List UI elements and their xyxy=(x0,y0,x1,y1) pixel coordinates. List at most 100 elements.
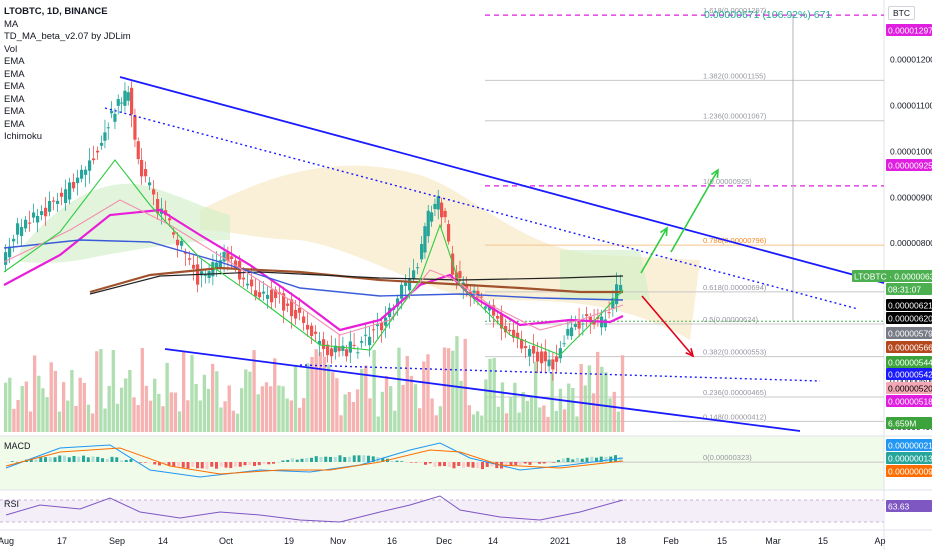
volume-bar xyxy=(326,364,331,432)
macd-histogram-bar xyxy=(58,455,62,462)
indicator-ema-1[interactable]: EMA xyxy=(4,56,25,67)
candle-body xyxy=(504,325,508,333)
macd-histogram-bar xyxy=(452,462,456,469)
candle-body xyxy=(581,323,585,325)
arrow-red-down-head xyxy=(685,348,695,358)
candle-body xyxy=(488,305,492,311)
volume-bar xyxy=(124,378,128,432)
indicator-ema-6[interactable]: EMA xyxy=(4,118,25,130)
candle-body xyxy=(566,329,570,336)
candle-body xyxy=(458,271,462,279)
indicator-td-ma[interactable]: TD_MA_beta_v2.07 by JDLim xyxy=(4,31,131,42)
macd-histogram-bar xyxy=(343,457,347,462)
time-axis-label: 16 xyxy=(387,536,397,546)
volume-bar xyxy=(103,408,107,432)
volume-bar xyxy=(620,355,625,432)
volume-bar xyxy=(504,413,509,432)
candle-body xyxy=(484,306,488,309)
candle-body xyxy=(520,338,524,349)
volume-bar xyxy=(488,358,492,432)
volume-bar xyxy=(521,392,525,432)
indicator-ema-2[interactable]: EMA xyxy=(4,68,25,80)
candle-body xyxy=(226,252,230,262)
macd-histogram-bar xyxy=(367,455,370,462)
macd-histogram-bar xyxy=(120,460,123,462)
macd-histogram-bar xyxy=(6,462,9,463)
candle-body xyxy=(290,299,294,317)
macd-histogram-bar xyxy=(129,459,133,462)
indicator-vol[interactable]: Vol xyxy=(4,43,18,55)
volume-bar xyxy=(256,394,260,432)
macd-histogram-bar xyxy=(158,462,161,466)
volume-bar xyxy=(600,366,604,432)
candle-body xyxy=(547,359,551,367)
volume-bar xyxy=(401,385,405,432)
candle-body xyxy=(364,334,368,336)
candle-body xyxy=(140,159,144,177)
candle-body xyxy=(447,224,451,242)
fib-level-label-0: 1.618(0.00001297) xyxy=(703,6,767,15)
macd-histogram-bar xyxy=(557,459,560,462)
macd-histogram-bar xyxy=(177,462,180,467)
candle-body xyxy=(24,219,28,229)
candle-body xyxy=(133,115,137,140)
symbol-title[interactable]: LTOBTC, 1D, BINANCE xyxy=(4,6,108,17)
volume-bar xyxy=(157,393,161,432)
macd-label[interactable]: MACD xyxy=(4,441,31,451)
candle-body xyxy=(577,320,581,329)
volume-bar xyxy=(343,394,347,432)
candle-body xyxy=(420,244,424,260)
rsi-label[interactable]: RSI xyxy=(4,499,20,509)
volume-bar xyxy=(140,348,144,432)
candle-body xyxy=(176,239,180,246)
volume-bar xyxy=(264,382,269,432)
volume-bar xyxy=(360,368,364,432)
candle-body xyxy=(215,262,219,268)
volume-bar xyxy=(194,384,198,432)
indicator-ma[interactable]: MA xyxy=(4,18,19,30)
ichimoku-cloud-bullish xyxy=(20,183,230,263)
macd-tag-label: 0.00000013 xyxy=(888,454,932,464)
candle-body xyxy=(508,329,512,332)
indicator-ichimoku[interactable]: Ichimoku xyxy=(4,131,43,142)
time-axis-label: Feb xyxy=(663,536,679,546)
macd-histogram-bar xyxy=(229,462,233,469)
candle-body xyxy=(356,352,360,354)
volume-bar xyxy=(364,365,368,432)
measure-label: 0.00000671 (106.92%) 671 xyxy=(704,9,832,21)
indicator-ema-3[interactable]: EMA xyxy=(4,81,25,92)
price-tag xyxy=(886,395,932,407)
volume-bar xyxy=(223,401,227,432)
time-axis-label: Ap xyxy=(874,536,885,546)
macd-histogram-bar xyxy=(476,462,480,469)
candle-body xyxy=(172,232,176,235)
volume-bar xyxy=(119,387,124,432)
candle-body xyxy=(345,349,349,357)
candle-body xyxy=(348,341,352,353)
indicator-ema-5[interactable]: EMA xyxy=(4,106,25,117)
volume-bar xyxy=(426,354,430,432)
macd-tag xyxy=(886,465,932,477)
candle-body xyxy=(536,351,540,362)
fib-level-label-7: 0.382(0.00000553) xyxy=(703,348,767,357)
volume-bar xyxy=(4,382,8,432)
fib-level-label-2: 1.236(0.00001067) xyxy=(703,112,767,121)
candle-body xyxy=(400,284,404,299)
candle-body xyxy=(250,279,254,287)
candle-body xyxy=(562,343,566,345)
volume-bar xyxy=(37,375,41,432)
volume-bar xyxy=(45,397,49,432)
macd-histogram-bar xyxy=(590,456,594,462)
macd-histogram-bar xyxy=(466,462,470,467)
macd-histogram-bar xyxy=(481,462,484,470)
indicator-ema-4[interactable]: EMA xyxy=(4,93,25,105)
candle-body xyxy=(555,356,559,362)
candle-body xyxy=(543,351,547,362)
candle-body xyxy=(588,316,592,323)
candle-body xyxy=(302,316,306,323)
currency-label: BTC xyxy=(888,6,915,20)
candle-body xyxy=(130,87,134,115)
volume-bar xyxy=(8,377,12,432)
candle-body xyxy=(322,339,326,350)
